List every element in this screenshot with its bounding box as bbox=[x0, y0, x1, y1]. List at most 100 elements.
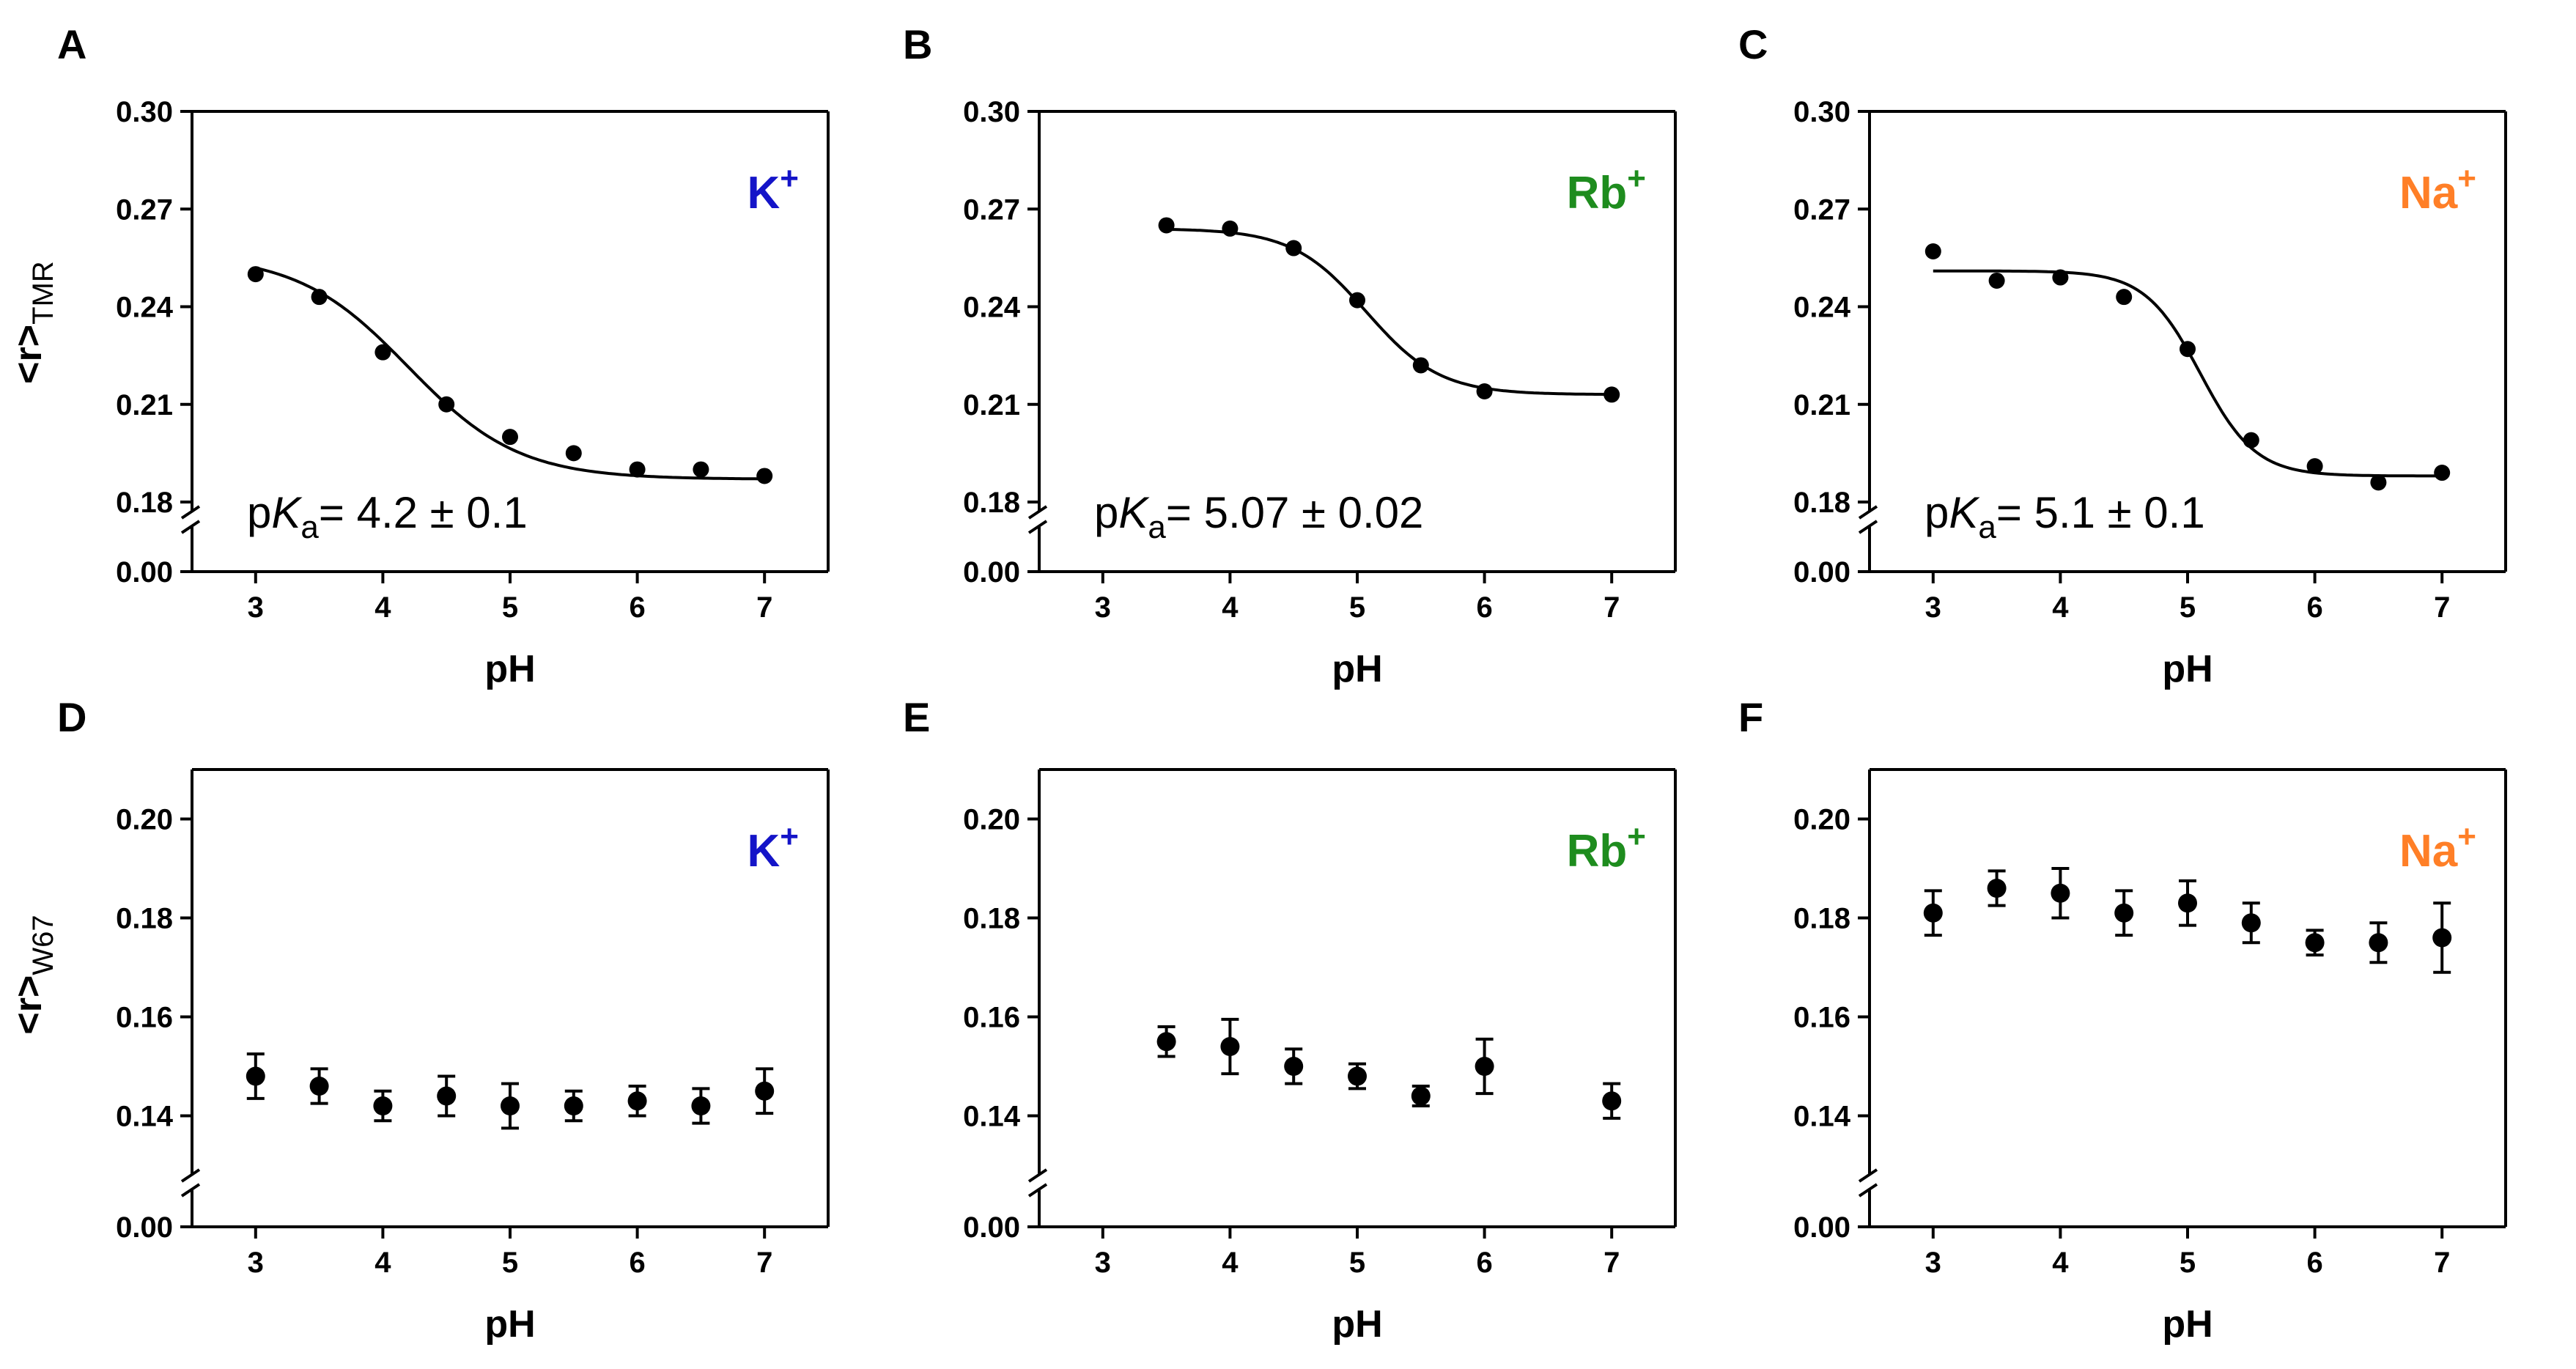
data-point bbox=[2116, 289, 2133, 306]
x-tick-label: 4 bbox=[1222, 1247, 1239, 1279]
y-tick-label: 0.27 bbox=[116, 193, 173, 226]
ion-label-superscript: + bbox=[2457, 160, 2476, 196]
data-point bbox=[1220, 1037, 1240, 1056]
y-tick-label: 0.00 bbox=[1793, 556, 1850, 588]
axis-break-mark bbox=[1858, 505, 1878, 520]
axis-break-mark bbox=[1858, 520, 1878, 534]
ion-label-text: K bbox=[748, 168, 780, 218]
pka-subscript: a bbox=[1148, 509, 1166, 545]
y-tick-label: 0.14 bbox=[1793, 1101, 1851, 1133]
data-point bbox=[627, 1091, 647, 1111]
data-point bbox=[1158, 217, 1175, 234]
x-tick-label: 3 bbox=[248, 591, 264, 624]
data-point bbox=[693, 461, 709, 478]
x-tick-label: 6 bbox=[629, 591, 645, 624]
x-axis-title: pH bbox=[1332, 648, 1382, 690]
y-tick-label: 0.18 bbox=[963, 903, 1020, 935]
pka-prefix: p bbox=[1924, 488, 1949, 537]
fit-curve bbox=[1166, 227, 1612, 396]
data-point bbox=[691, 1096, 711, 1115]
y-axis-title-bottom-subscript: W67 bbox=[27, 915, 59, 975]
fit-curve bbox=[1933, 269, 2443, 478]
y-tick-label: 0.14 bbox=[963, 1101, 1021, 1133]
y-tick-label: 0.18 bbox=[1793, 487, 1850, 519]
data-point bbox=[1284, 1057, 1304, 1076]
panel-letter: D bbox=[57, 694, 86, 740]
data-point bbox=[1602, 1091, 1622, 1111]
data-point bbox=[755, 1081, 775, 1101]
data-point bbox=[2305, 933, 2325, 953]
panel-B: B 0.18 0.21 0.24 0.27 0.30 0.00 3 4 5 6 7 pH Rb+ pKa= … bbox=[903, 21, 1677, 690]
data-point bbox=[1411, 1086, 1431, 1106]
data-point bbox=[2051, 883, 2070, 903]
data-point bbox=[437, 1086, 457, 1106]
ion-label-text: Na bbox=[2399, 168, 2458, 218]
y-tick-label: 0.18 bbox=[963, 487, 1020, 519]
y-tick-label: 0.24 bbox=[116, 292, 174, 324]
x-axis-title: pH bbox=[1332, 1303, 1382, 1346]
axis-break-mark bbox=[1027, 505, 1048, 520]
axis-break-mark bbox=[180, 1168, 201, 1183]
data-point bbox=[564, 1096, 583, 1115]
data-point bbox=[2114, 903, 2134, 923]
y-tick-label: 0.00 bbox=[1793, 1211, 1850, 1244]
data-point bbox=[1988, 272, 2005, 289]
x-tick-label: 7 bbox=[1603, 591, 1620, 624]
data-point bbox=[373, 1096, 393, 1115]
y-tick-label: 0.20 bbox=[116, 804, 173, 836]
data-point bbox=[1349, 292, 1365, 309]
ion-label: K+ bbox=[748, 160, 799, 218]
axis-break-mark bbox=[1027, 1168, 1048, 1183]
x-tick-label: 6 bbox=[2306, 591, 2322, 624]
panel-C: C 0.18 0.21 0.24 0.27 0.30 0.00 3 4 5 6 7 pH Na+ pKa= … bbox=[1738, 21, 2507, 690]
ion-label: K+ bbox=[748, 819, 799, 877]
data-point bbox=[2180, 341, 2196, 358]
x-tick-label: 7 bbox=[756, 591, 772, 624]
pka-k: K bbox=[1949, 488, 1980, 537]
ion-label-superscript: + bbox=[780, 160, 799, 196]
x-tick-label: 4 bbox=[2052, 591, 2069, 624]
panel-D: D 0.14 0.16 0.18 0.20 0.00 3 4 5 6 7 pH K+ bbox=[57, 694, 830, 1346]
y-tick-label: 0.30 bbox=[116, 96, 173, 128]
data-point bbox=[1156, 1032, 1176, 1052]
y-axis-title-bottom-main: <r> bbox=[7, 975, 50, 1035]
y-axis-title-top: <r>TMR bbox=[7, 261, 59, 384]
y-tick-label: 0.00 bbox=[963, 556, 1020, 588]
x-axis-title: pH bbox=[2162, 1303, 2213, 1346]
ion-label-text: Rb bbox=[1567, 826, 1628, 877]
x-tick-label: 5 bbox=[1349, 591, 1365, 624]
data-point bbox=[2306, 458, 2323, 475]
axis-break-mark bbox=[1027, 1183, 1048, 1198]
data-point bbox=[1285, 240, 1302, 257]
x-tick-label: 3 bbox=[1925, 1247, 1941, 1279]
data-point bbox=[2370, 474, 2387, 491]
y-tick-label: 0.00 bbox=[116, 1211, 173, 1244]
pka-value: = 5.07 ± 0.02 bbox=[1166, 488, 1424, 537]
data-point bbox=[1412, 357, 1429, 374]
data-point bbox=[565, 445, 582, 462]
ion-label-text: K bbox=[748, 826, 780, 877]
data-point bbox=[2434, 465, 2451, 481]
x-tick-label: 5 bbox=[502, 1247, 518, 1279]
y-tick-label: 0.27 bbox=[1793, 193, 1850, 226]
data-point bbox=[247, 266, 264, 283]
y-tick-label: 0.21 bbox=[1793, 389, 1850, 421]
data-point bbox=[1222, 220, 1239, 237]
x-tick-label: 5 bbox=[502, 591, 518, 624]
data-point bbox=[1348, 1066, 1367, 1086]
fit-curve bbox=[255, 266, 765, 481]
ion-label: Na+ bbox=[2399, 160, 2476, 218]
y-tick-label: 0.16 bbox=[1793, 1002, 1850, 1034]
x-tick-label: 3 bbox=[1095, 591, 1111, 624]
x-tick-label: 3 bbox=[248, 1247, 264, 1279]
ion-label-superscript: + bbox=[1627, 160, 1646, 196]
x-axis-title: pH bbox=[2162, 648, 2213, 690]
pka-k: K bbox=[271, 488, 303, 537]
axis-break-mark bbox=[1027, 520, 1048, 534]
y-tick-label: 0.18 bbox=[116, 903, 173, 935]
data-point bbox=[2241, 913, 2261, 933]
x-tick-label: 4 bbox=[374, 1247, 391, 1279]
ion-label-superscript: + bbox=[2457, 819, 2476, 855]
axis-break-mark bbox=[180, 520, 201, 534]
